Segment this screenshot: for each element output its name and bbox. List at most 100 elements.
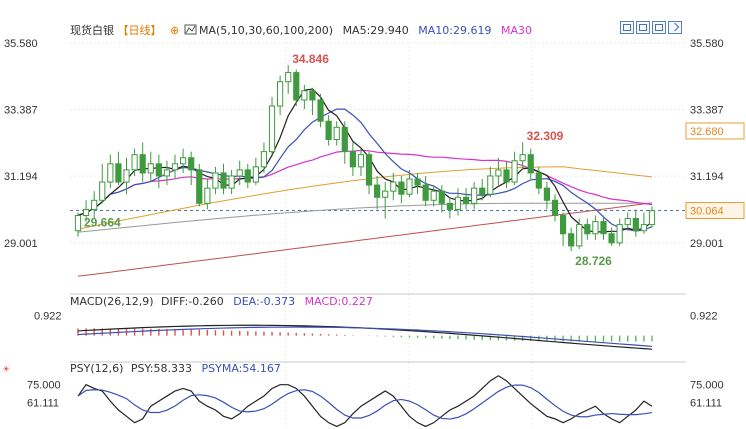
candle-body [309,90,316,101]
high-label-2: 32.309 [527,129,564,143]
candle-body [188,157,195,171]
y-tick-left: 35.580 [4,38,38,50]
candle-body [414,178,421,186]
candle-body [317,99,324,122]
candle-body [608,233,615,244]
candle-body [479,187,486,195]
last-price-tag: 30.064 [690,206,724,218]
candle-body [584,224,591,235]
candle-body [341,126,348,153]
candle-body [301,90,308,101]
header-row: 现货白银 【日线】 [70,23,162,37]
candle-body [244,169,251,183]
psy-tick-left: 61.111 [27,397,59,409]
candle-body [277,81,284,107]
arrow-icon[interactable] [668,21,682,34]
candle-body [446,202,453,210]
candle-body [462,196,470,204]
y-tick-left: 31.194 [4,171,38,183]
y-tick-left: 29.001 [4,238,38,250]
candle-body [139,154,146,174]
macd-diff: DIFF:-0.260 [161,295,224,308]
psy-value: PSY:58.333 [131,362,192,375]
psy-params: PSY(12,6) [70,362,123,375]
psy-line [77,375,653,428]
candle-body [454,196,462,210]
candle-body [576,224,583,247]
ma-line-icon [185,25,196,34]
candle-body [624,218,631,226]
macd-params: MACD(26,12,9) [70,295,154,308]
macd-dea: DEA:-0.373 [233,295,295,308]
psy-tick-right: 61.111 [690,397,722,409]
ma60-line [77,166,653,230]
candle-body [390,181,397,192]
candle-body [220,172,227,189]
macd-pane [77,324,653,350]
ma-params: MA(5,10,30,60,100,200) [199,24,333,37]
candle-body [260,151,268,168]
candle-body [357,154,365,168]
candle-body [551,199,559,216]
candle-body [374,184,381,198]
ma60-tag-box [685,122,745,140]
y-tick-right: 31.194 [690,171,724,183]
ma-settings-icon[interactable] [184,24,197,35]
candlesticks [74,65,656,252]
bar-layout-icon[interactable] [636,21,650,34]
candle-body [422,184,429,201]
candle-body [632,218,639,232]
moving-average-lines [77,88,653,277]
psy-header: PSY(12,6) PSY:58.333 PSYMA:54.167 [70,362,281,375]
period-label[interactable]: 【日线】 [118,23,162,37]
candle-body [398,181,405,195]
ma30-value: MA30 [501,24,532,37]
candle-body [212,172,219,189]
candle-body [568,233,575,247]
macd-tick-left: 0.922 [34,310,62,322]
candle-body [196,169,203,204]
candle-body [600,221,607,235]
candle-body [107,163,114,183]
candle-body [592,221,599,235]
y-tick-left: 33.387 [4,104,38,116]
low-label-2: 28.726 [575,254,612,268]
candle-body [487,175,494,195]
split-layout-icon[interactable] [652,21,666,34]
macd-value: MACD:0.227 [305,295,373,308]
candle-body [495,169,502,177]
y-tick-right: 33.387 [690,104,724,116]
sun-icon: ☀ [2,365,10,375]
candle-body [155,163,162,177]
candle-body [147,163,154,174]
candle-body [91,199,98,210]
candle-body [99,181,106,201]
candle-body [171,163,179,171]
candle-body [527,154,534,174]
add-indicator-icon[interactable]: ⊕ [170,24,179,37]
candle-body [543,187,551,201]
ma5-value: MA5:29.940 [343,24,409,37]
ma200-line [77,202,653,277]
candle-body [559,214,567,235]
psy-pane [77,375,653,428]
grid-icon[interactable] [620,21,634,34]
candle-body [115,163,122,183]
ma10-line [77,108,653,232]
candle-body [333,126,340,140]
axis-labels: 35.580 35.580 33.387 33.387 31.194 31.194 29.0… [4,38,724,409]
candle-body [616,224,623,244]
candle-body [325,120,332,140]
psyma-value: PSYMA:54.167 [202,362,281,375]
psy-tick-right: 75.000 [690,380,724,392]
high-label: 34.846 [292,52,329,66]
candle-body [293,72,300,101]
candle-body [268,105,276,153]
candle-body [640,224,648,232]
candle-body [503,169,510,183]
candle-body [123,169,130,183]
psyma-line [77,384,653,420]
psy-tick-left: 75.000 [27,380,61,392]
candle-body [349,151,356,168]
symbol-name: 现货白银 [70,23,114,37]
